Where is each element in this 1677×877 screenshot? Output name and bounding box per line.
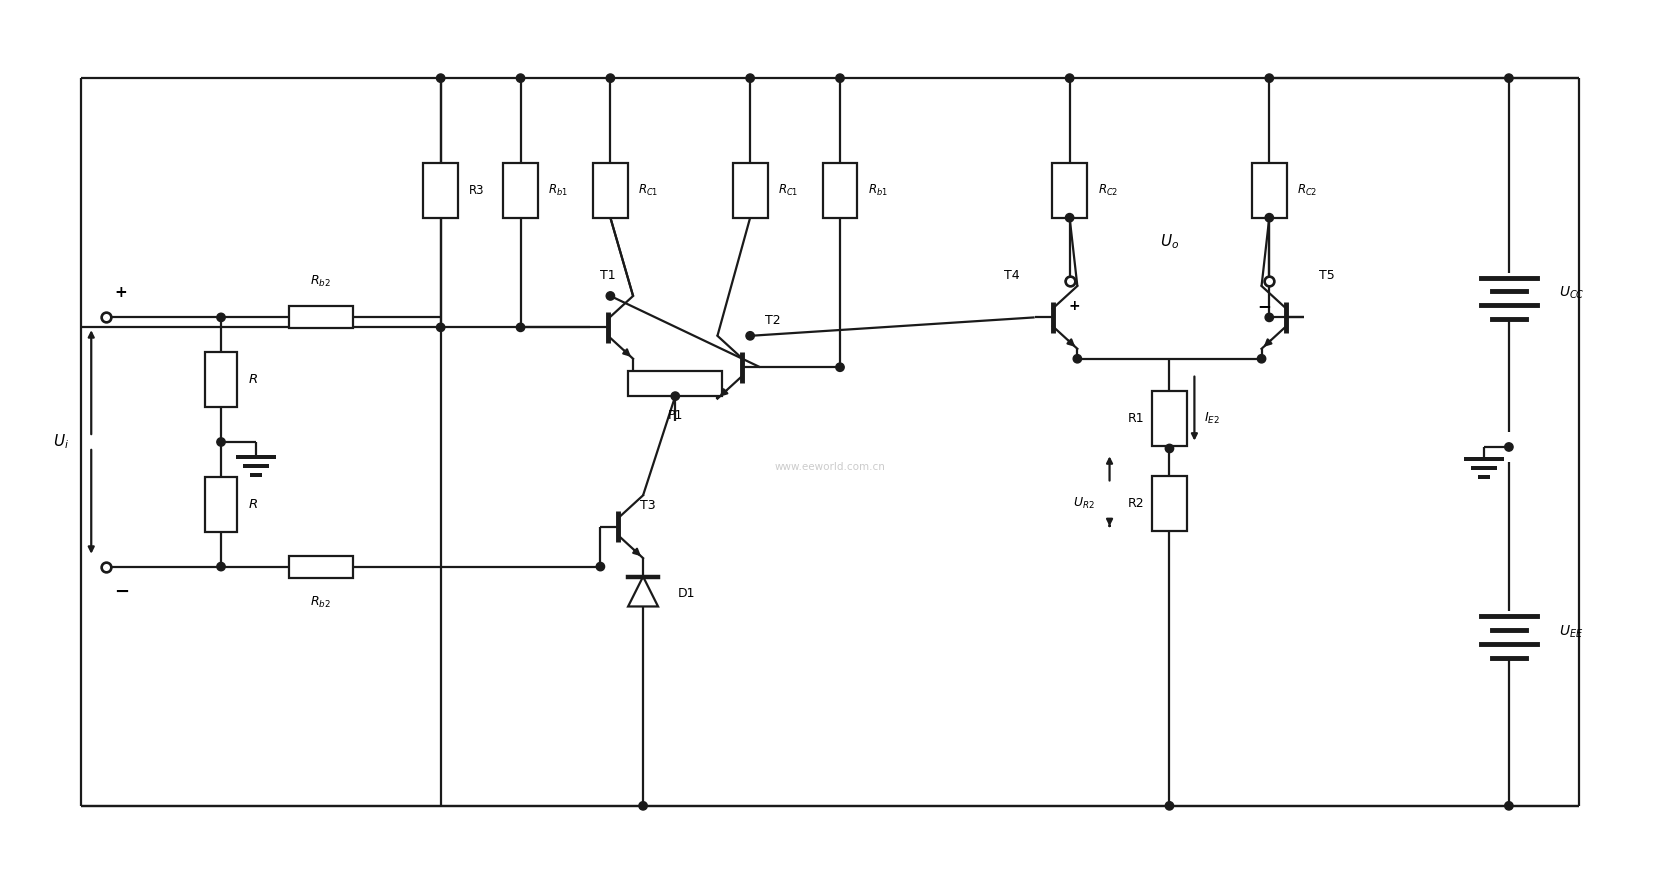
Text: $I_{E2}$: $I_{E2}$: [1204, 411, 1221, 426]
Text: $U_i$: $U_i$: [54, 432, 69, 452]
Circle shape: [639, 802, 647, 810]
Bar: [503, 163, 538, 217]
Circle shape: [216, 562, 225, 571]
Text: $R_{C1}$: $R_{C1}$: [778, 182, 798, 198]
Circle shape: [1504, 443, 1513, 451]
Bar: [1152, 476, 1187, 531]
Text: T3: T3: [641, 499, 656, 512]
Text: www.eeworld.com.cn: www.eeworld.com.cn: [775, 462, 885, 472]
Text: T5: T5: [1320, 269, 1335, 282]
Text: $R_{C1}$: $R_{C1}$: [639, 182, 659, 198]
Text: $U_{CC}$: $U_{CC}$: [1560, 284, 1585, 301]
Text: R3: R3: [468, 184, 485, 196]
Text: $R_{C2}$: $R_{C2}$: [1097, 182, 1119, 198]
Circle shape: [1073, 354, 1082, 363]
Circle shape: [1504, 802, 1513, 810]
Circle shape: [671, 392, 679, 400]
Circle shape: [1258, 354, 1266, 363]
Text: D1: D1: [678, 587, 696, 600]
Text: T2: T2: [765, 314, 781, 327]
Text: $R_{b2}$: $R_{b2}$: [310, 275, 332, 289]
Text: −: −: [114, 582, 129, 601]
Text: $U_{EE}$: $U_{EE}$: [1560, 624, 1583, 639]
Text: +: +: [1068, 299, 1080, 313]
Text: $R_{C2}$: $R_{C2}$: [1298, 182, 1318, 198]
Bar: [423, 163, 458, 217]
Circle shape: [1504, 74, 1513, 82]
Text: T4: T4: [1005, 269, 1020, 282]
Circle shape: [835, 363, 844, 372]
Circle shape: [746, 332, 755, 340]
Bar: [629, 371, 723, 396]
Bar: [288, 306, 352, 328]
Circle shape: [605, 292, 614, 300]
Text: $R_{b1}$: $R_{b1}$: [548, 182, 569, 198]
Circle shape: [1166, 445, 1174, 453]
Circle shape: [1264, 213, 1273, 222]
Circle shape: [216, 313, 225, 322]
Circle shape: [1065, 213, 1073, 222]
Text: +: +: [114, 285, 127, 300]
Circle shape: [1065, 277, 1073, 285]
Bar: [733, 163, 768, 217]
Bar: [205, 353, 236, 407]
Circle shape: [1264, 313, 1273, 322]
Bar: [1051, 163, 1087, 217]
Circle shape: [436, 74, 444, 82]
Text: R2: R2: [1129, 496, 1144, 510]
Circle shape: [517, 323, 525, 332]
Circle shape: [597, 562, 605, 571]
Circle shape: [835, 74, 844, 82]
Circle shape: [1264, 74, 1273, 82]
Bar: [1251, 163, 1286, 217]
Circle shape: [1264, 277, 1273, 285]
Bar: [594, 163, 627, 217]
Bar: [205, 477, 236, 531]
Text: $U_o$: $U_o$: [1160, 232, 1179, 251]
Circle shape: [216, 438, 225, 446]
Circle shape: [1166, 802, 1174, 810]
Bar: [1152, 391, 1187, 446]
Text: R: R: [248, 498, 258, 510]
Circle shape: [517, 74, 525, 82]
Circle shape: [1065, 74, 1073, 82]
Bar: [288, 556, 352, 578]
Circle shape: [605, 74, 614, 82]
Text: −: −: [1258, 297, 1271, 315]
Text: P1: P1: [667, 409, 683, 422]
Circle shape: [436, 323, 444, 332]
Circle shape: [746, 74, 755, 82]
Text: R: R: [248, 374, 258, 386]
Text: T1: T1: [600, 269, 615, 282]
Text: $U_{R2}$: $U_{R2}$: [1073, 496, 1095, 510]
Text: $R_{b2}$: $R_{b2}$: [310, 595, 332, 610]
Text: $R_{b1}$: $R_{b1}$: [869, 182, 887, 198]
Polygon shape: [629, 576, 657, 607]
Text: R1: R1: [1129, 412, 1144, 425]
Bar: [822, 163, 857, 217]
